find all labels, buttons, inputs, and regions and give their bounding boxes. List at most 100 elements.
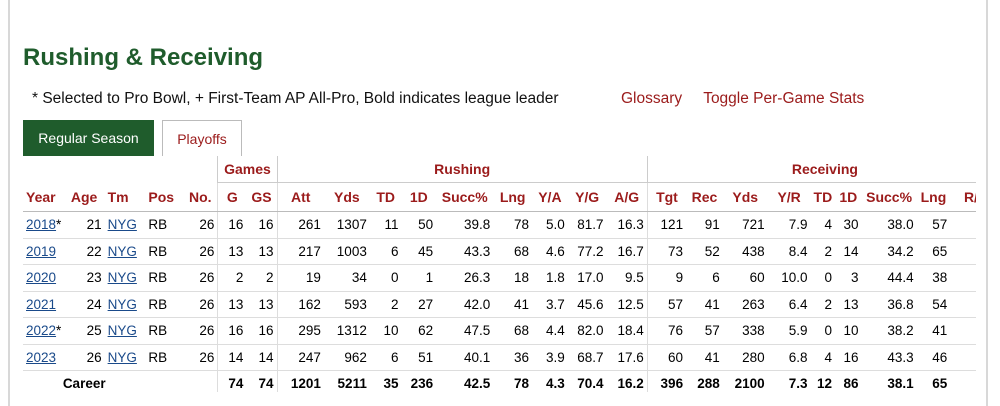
stat-cell: 24 [67,291,105,318]
stat-cell: 44.4 [861,264,917,292]
career-stat-cell: 38.1 [861,370,917,392]
column-header[interactable]: Lng [493,182,533,212]
stat-cell: 1307 [323,211,370,239]
career-stat-cell: 288 [686,370,723,392]
career-stat-cell: 1201 [276,370,324,392]
column-header[interactable]: Rec [686,182,723,212]
stat-cell: 2 [810,238,836,265]
year-link[interactable]: 2021 [26,296,57,312]
team-link[interactable]: NYG [107,217,137,233]
stat-cell: 2 [810,291,836,318]
toggle-per-game-link[interactable]: Toggle Per-Game Stats [703,90,865,107]
column-header[interactable]: Yds [722,182,768,212]
career-stat-cell: 65 [916,370,951,392]
year-link[interactable]: 2019 [26,243,57,259]
section-links: Glossary Toggle Per-Game Stats [621,90,881,108]
stat-cell: 0 [810,264,836,292]
table-row: 2019 22 NYG RB 26 13 13 217 1003 6 45 43.3 68 4.6 77.2… [23,238,976,265]
stat-cell: 4.6 [532,238,568,265]
stat-cell: 5.7 [950,211,976,239]
stat-cell: 13 [217,291,247,318]
stat-cell: 6.4 [767,291,811,318]
stat-cell: 5.9 [767,317,811,345]
column-header[interactable]: Pos [145,182,184,212]
career-stat-cell: 78 [493,370,533,392]
stat-cell: 41 [686,291,723,318]
column-header[interactable]: Age [67,182,105,212]
year-cell: 2021 [23,291,68,318]
stats-table: Games Rushing Receiving Year Age Tm Pos No. G… [23,156,976,392]
team-link[interactable]: NYG [107,296,137,312]
career-stat-cell: 3.9 [950,370,976,392]
column-header[interactable]: GS [246,182,278,212]
group-header-games: Games [217,156,278,183]
stat-cell: 57 [686,317,723,345]
stat-cell: 261 [276,211,324,239]
stat-cell: 593 [323,291,370,318]
tab-playoffs[interactable]: Playoffs [162,120,242,156]
column-header[interactable]: Y/R [767,182,811,212]
stat-cell: 68 [493,317,533,345]
stat-cell: 52 [686,238,723,265]
column-header[interactable]: Year [23,182,68,212]
stat-cell: 41 [493,291,533,318]
column-header[interactable]: G [217,182,247,212]
stat-cell: 16 [246,211,278,239]
year-link[interactable]: 2022 [26,323,57,339]
column-header[interactable]: Y/G [567,182,607,212]
stat-cell: 68 [493,238,533,265]
stat-cell: 41 [916,317,951,345]
tab-regular-season[interactable]: Regular Season [23,120,154,156]
stat-cell: 26 [183,317,218,345]
stat-cell: 65 [916,238,951,265]
stat-cell: 14 [835,238,862,265]
stat-cell: 38.2 [861,317,917,345]
year-link[interactable]: 2020 [26,270,57,286]
stat-cell: 60 [722,264,768,292]
year-link[interactable]: 2018 [26,217,57,233]
team-link[interactable]: NYG [107,270,137,286]
stat-cell: 54 [916,291,951,318]
stat-cell: 26 [183,291,218,318]
career-stat-cell: 42.5 [436,370,494,392]
column-header[interactable]: TD [369,182,402,212]
column-header[interactable]: No. [183,182,218,212]
stat-cell: 2 [217,264,247,292]
team-link[interactable]: NYG [107,349,137,365]
column-header[interactable]: Att [276,182,324,212]
column-header[interactable]: Succ% [861,182,917,212]
stat-cell: RB [145,317,184,345]
stat-cell: 6.8 [767,344,811,371]
career-stat-cell: 4.3 [532,370,568,392]
column-header[interactable]: Lng [916,182,951,212]
stat-cell: 51 [401,344,437,371]
stat-cell: 23 [67,264,105,292]
stat-cell: 34.2 [861,238,917,265]
column-header[interactable]: Succ% [436,182,494,212]
team-link[interactable]: NYG [107,243,137,259]
column-header[interactable]: R/G [950,182,976,212]
stat-cell: 34 [323,264,370,292]
column-header[interactable]: A/G [606,182,648,212]
table-row: 2021 24 NYG RB 26 13 13 162 593 2 27 42.0 41 3.7 45.6 1… [23,291,976,318]
column-header[interactable]: Y/A [532,182,568,212]
column-header[interactable]: Tgt [646,182,687,212]
team-cell: NYG [104,264,146,292]
stat-cell: 721 [722,211,768,239]
column-header[interactable]: Tm [104,182,146,212]
column-header[interactable]: TD [810,182,836,212]
stat-cell: 13 [217,238,247,265]
stat-cell: 25 [67,317,105,345]
column-header[interactable]: Yds [323,182,370,212]
glossary-link[interactable]: Glossary [621,90,683,107]
team-link[interactable]: NYG [107,323,137,339]
year-cell: 2022* [23,317,68,345]
stat-cell: 21 [67,211,105,239]
stat-cell: 36 [493,344,533,371]
stat-cell: 0 [810,317,836,345]
column-header[interactable]: 1D [401,182,437,212]
year-link[interactable]: 2023 [26,349,57,365]
column-header[interactable]: 1D [835,182,862,212]
stat-cell: 1.8 [532,264,568,292]
stat-cell: 26 [67,344,105,371]
